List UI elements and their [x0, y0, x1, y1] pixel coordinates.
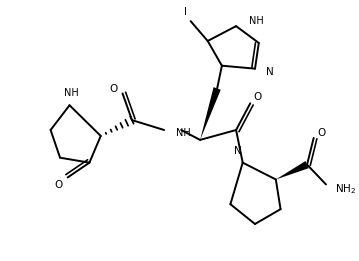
- Text: N: N: [234, 146, 242, 156]
- Text: I: I: [185, 7, 187, 17]
- Text: NH: NH: [250, 16, 264, 26]
- Text: O: O: [317, 128, 325, 138]
- Polygon shape: [276, 161, 309, 180]
- Text: O: O: [109, 85, 117, 94]
- Text: N: N: [266, 67, 274, 77]
- Text: O: O: [54, 180, 62, 191]
- Text: NH: NH: [176, 128, 190, 138]
- Polygon shape: [200, 87, 221, 140]
- Text: NH: NH: [64, 88, 79, 98]
- Text: O: O: [254, 92, 262, 102]
- Text: NH$_2$: NH$_2$: [335, 182, 356, 196]
